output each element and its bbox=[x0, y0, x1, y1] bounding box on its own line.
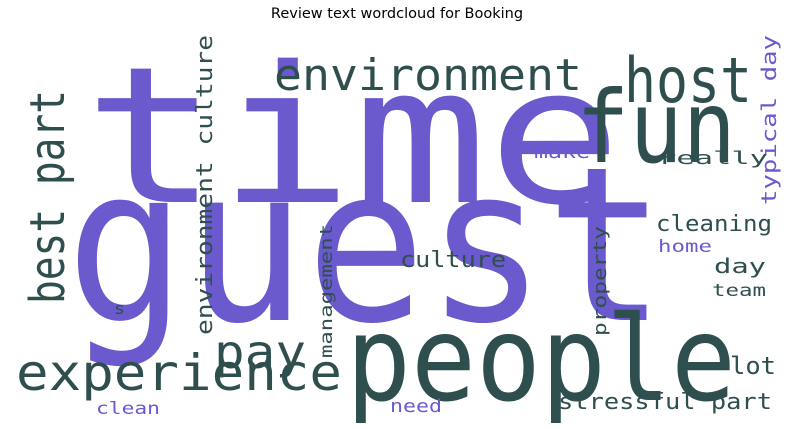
word-time: time bbox=[84, 30, 622, 247]
word-s: s bbox=[114, 299, 125, 318]
word-really: really bbox=[658, 148, 768, 169]
word-management: management bbox=[317, 224, 337, 358]
word-pay: pay bbox=[214, 325, 306, 379]
word-stressful-part: stressful part bbox=[558, 390, 772, 415]
word-cleaning: cleaning bbox=[656, 212, 772, 237]
word-lot: lot bbox=[730, 352, 776, 380]
word-environment: environment bbox=[274, 50, 582, 101]
word-clean: clean bbox=[96, 399, 160, 419]
word-fun: fun bbox=[576, 69, 736, 186]
word-host: host bbox=[624, 44, 752, 117]
word-best-part: best part bbox=[20, 90, 76, 304]
word-typical-day: typical day bbox=[757, 35, 781, 205]
chart-title: Review text wordcloud for Booking bbox=[270, 6, 524, 22]
word-make: make bbox=[534, 141, 590, 163]
word-people: people bbox=[346, 290, 736, 423]
word-team: team bbox=[712, 281, 766, 301]
word-environment-culture: environment culture bbox=[193, 35, 218, 335]
word-property: property bbox=[590, 226, 611, 336]
word-cloud: time guest people fun host environment b… bbox=[16, 30, 781, 423]
word-guest: guest bbox=[66, 120, 666, 371]
word-experience: experience bbox=[16, 344, 342, 402]
word-culture: culture bbox=[400, 248, 506, 273]
word-need: need bbox=[390, 396, 442, 417]
word-home: home bbox=[658, 237, 712, 257]
word-day: day bbox=[714, 254, 766, 278]
